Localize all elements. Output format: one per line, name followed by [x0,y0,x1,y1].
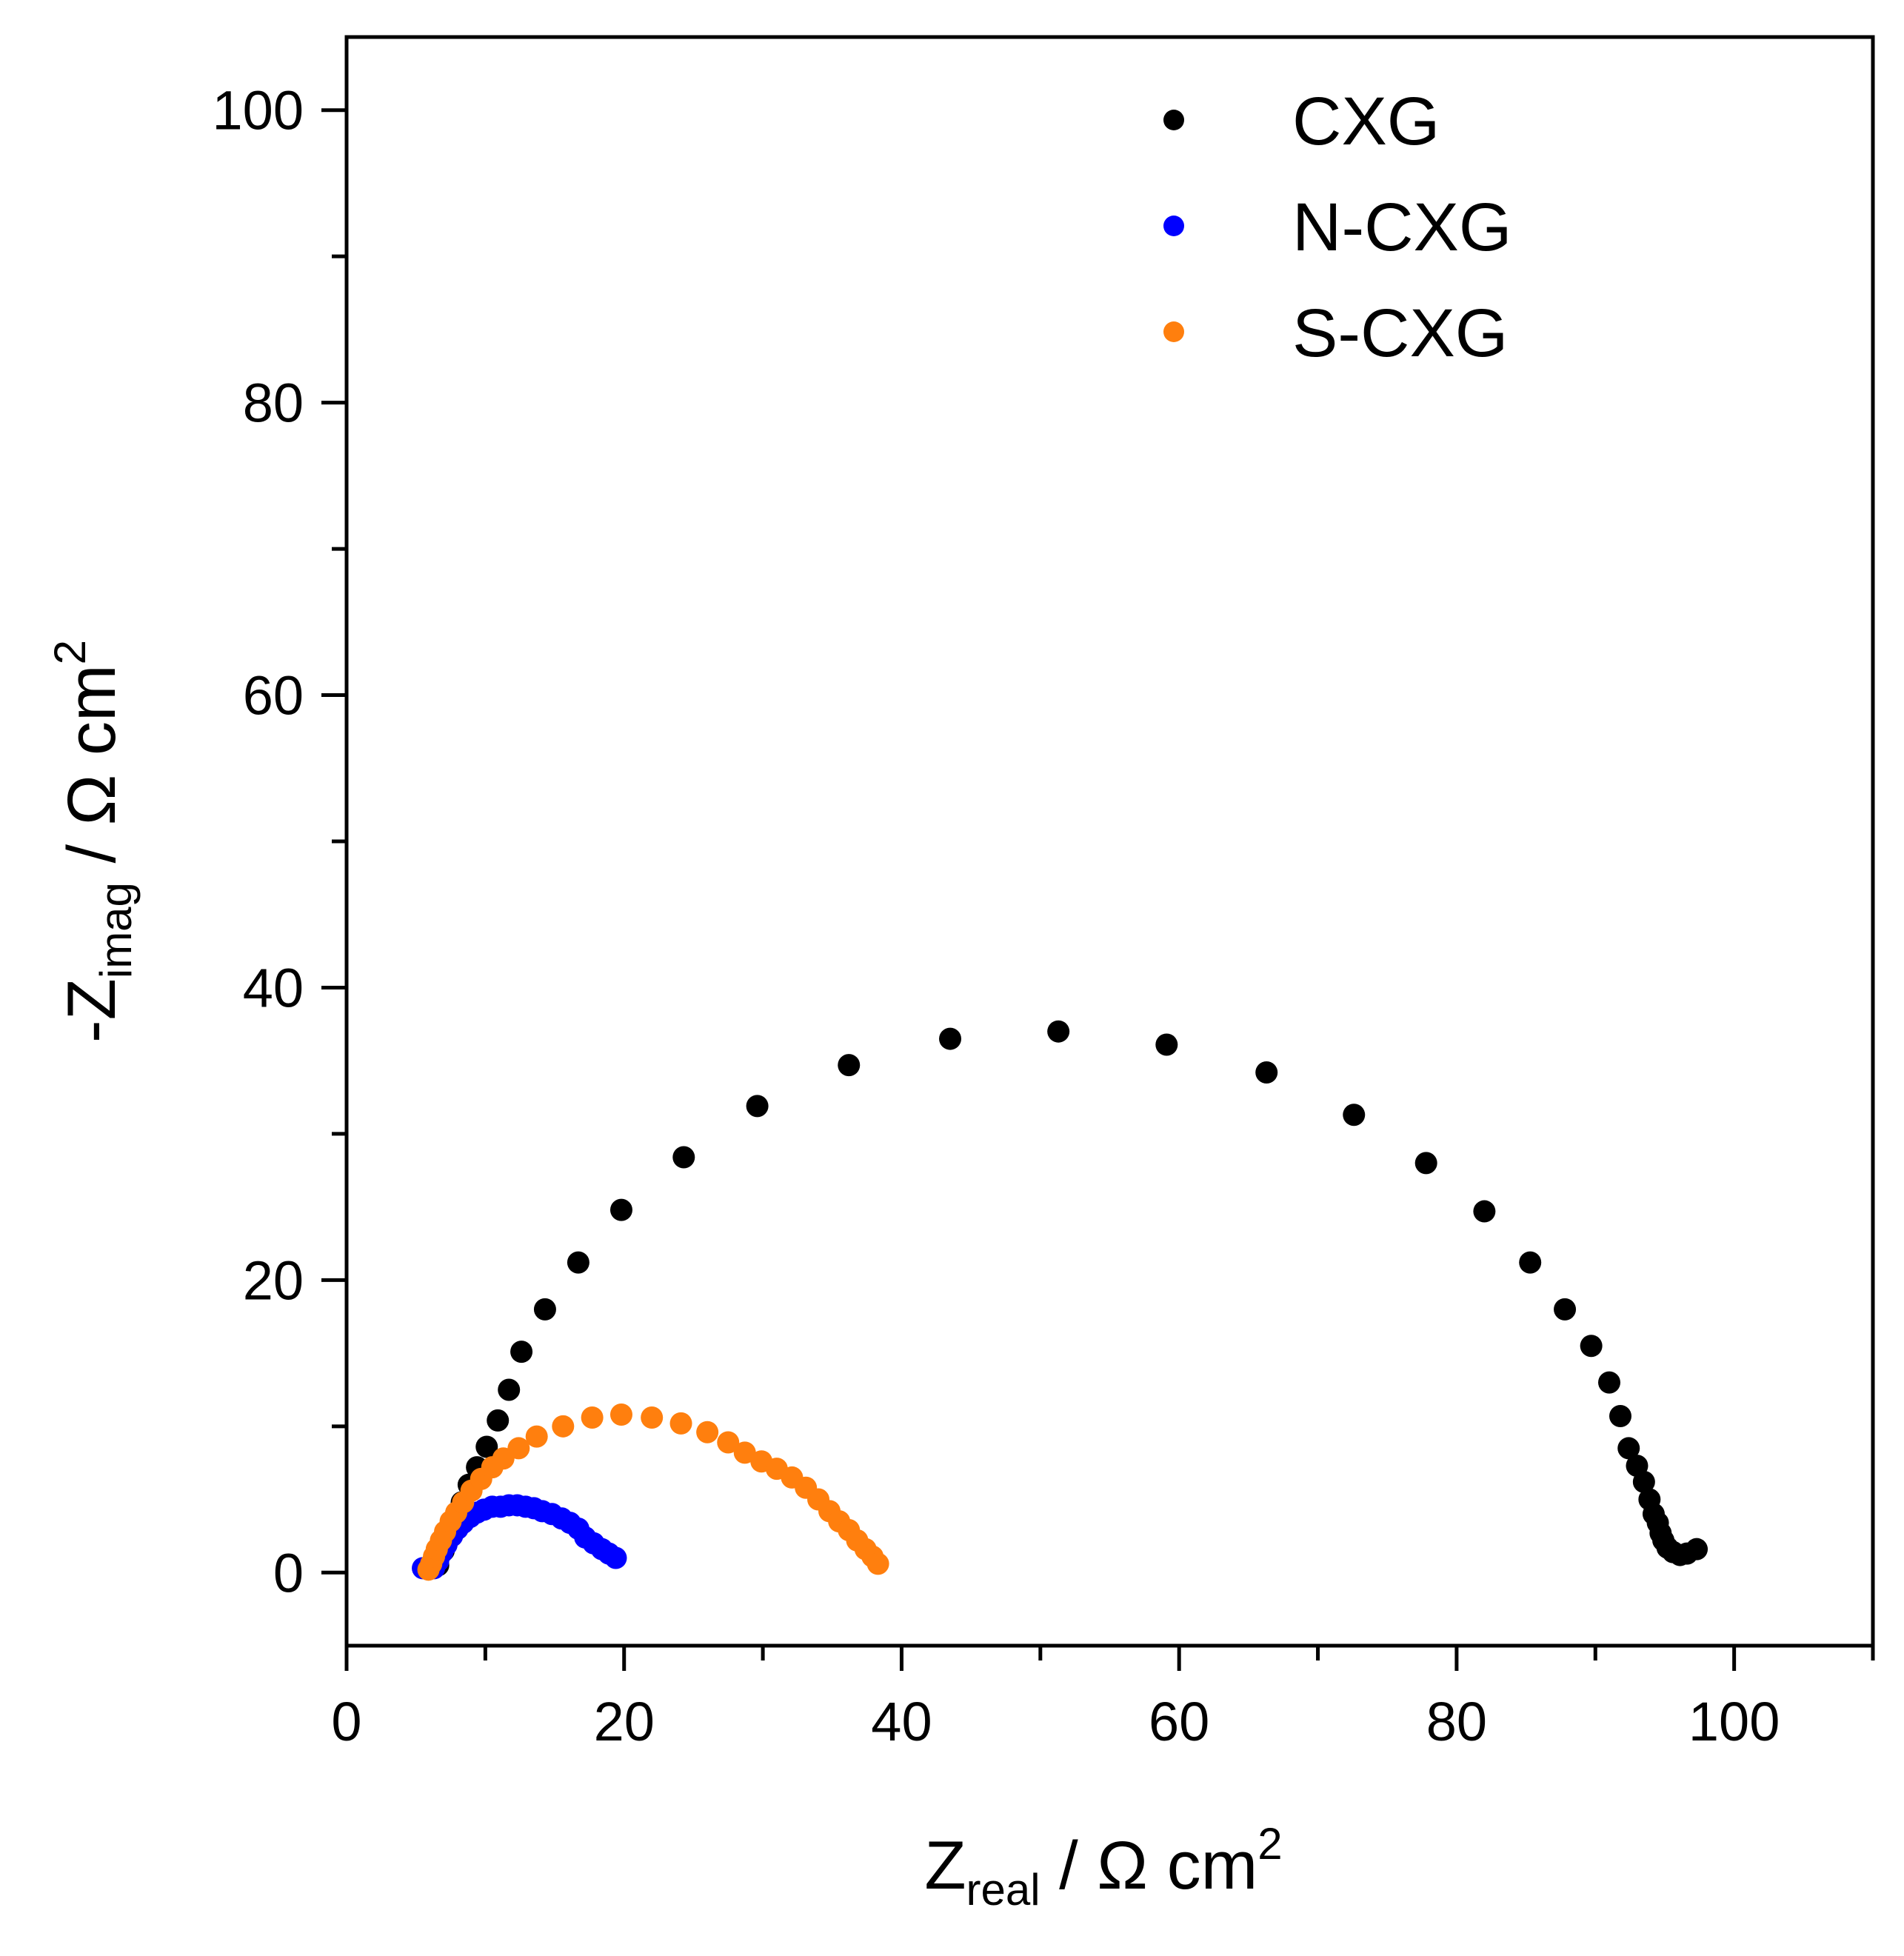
point-cxg [1554,1298,1577,1321]
point-cxg [475,1435,498,1458]
legend-label-s-cxg: S-CXG [1292,296,1508,371]
point-n-cxg [604,1546,627,1569]
y-axis-title-rest: / Ω cm [54,664,130,882]
legend: CXG N-CXG S-CXG [1163,84,1511,371]
svg-text:Zreal / Ω cm2: Zreal / Ω cm2 [924,1819,1282,1915]
legend-label-cxg: CXG [1292,84,1440,159]
legend-marker-n-cxg [1163,216,1184,236]
y-tick-label: 100 [213,80,304,141]
point-cxg [1519,1251,1542,1274]
y-tick-label: 20 [243,1249,304,1311]
y-axis-title-sup: 2 [45,640,95,664]
y-axis: 0 20 40 60 80 100 [213,80,347,1603]
point-cxg [1255,1061,1278,1084]
point-cxg [1632,1470,1655,1493]
point-cxg [567,1251,589,1274]
point-cxg [1598,1371,1621,1394]
point-cxg [1686,1538,1708,1561]
point-cxg [746,1095,769,1118]
point-s-cxg [866,1552,889,1575]
point-cxg [609,1198,632,1221]
point-cxg [1047,1020,1070,1043]
legend-label-n-cxg: N-CXG [1292,190,1511,265]
point-cxg [498,1378,521,1401]
x-tick-label: 0 [331,1691,361,1752]
x-axis-title-main: Z [924,1828,966,1903]
point-cxg [1617,1437,1640,1460]
point-cxg [672,1146,695,1169]
point-cxg [533,1298,556,1321]
point-s-cxg [525,1425,548,1448]
x-tick-label: 20 [594,1691,655,1752]
legend-item-s-cxg: S-CXG [1163,296,1508,371]
data-points [412,1020,1708,1581]
x-axis-title-sub: real [966,1865,1040,1915]
point-s-cxg [552,1415,575,1438]
svg-text:-Zimag / Ω cm2: -Zimag / Ω cm2 [45,640,141,1043]
legend-marker-s-cxg [1163,321,1184,342]
x-axis: 0 20 40 60 80 100 [331,1646,1875,1752]
y-tick-label: 0 [273,1542,304,1603]
point-s-cxg [696,1421,719,1443]
y-axis-title-main: -Z [54,978,130,1043]
x-tick-label: 100 [1688,1691,1780,1752]
y-tick-label: 40 [243,957,304,1018]
x-tick-label: 40 [871,1691,932,1752]
x-axis-title-sup: 2 [1257,1819,1282,1869]
point-s-cxg [717,1431,740,1454]
point-cxg [1155,1033,1178,1056]
x-axis-title-rest: / Ω cm [1040,1828,1258,1903]
point-cxg [1414,1152,1437,1175]
plot-frame [344,35,1875,1648]
y-axis-title: -Zimag / Ω cm2 [45,640,141,1043]
point-cxg [487,1409,510,1432]
x-tick-label: 60 [1149,1691,1209,1752]
y-axis-title-sub: imag [91,882,141,978]
point-cxg [1580,1335,1603,1358]
legend-item-cxg: CXG [1163,84,1440,159]
point-cxg [1473,1200,1496,1223]
point-s-cxg [669,1412,692,1435]
point-s-cxg [641,1406,664,1429]
point-s-cxg [507,1437,530,1460]
point-cxg [1343,1104,1366,1126]
legend-marker-cxg [1163,110,1184,130]
point-s-cxg [733,1441,756,1464]
point-cxg [1609,1404,1631,1427]
x-tick-label: 80 [1426,1691,1487,1752]
legend-item-n-cxg: N-CXG [1163,190,1511,265]
point-cxg [838,1054,861,1077]
point-s-cxg [609,1403,632,1426]
y-tick-label: 80 [243,373,304,434]
point-s-cxg [581,1406,604,1429]
point-cxg [939,1027,962,1050]
y-tick-label: 60 [243,665,304,727]
x-axis-title: Zreal / Ω cm2 [924,1819,1282,1915]
point-cxg [510,1341,533,1363]
